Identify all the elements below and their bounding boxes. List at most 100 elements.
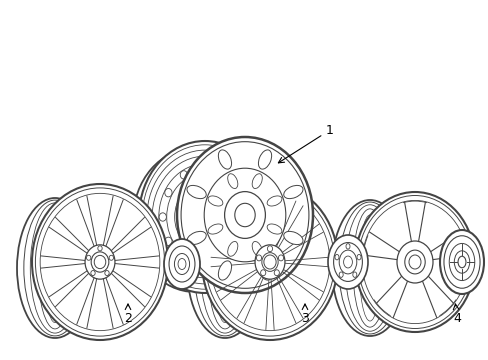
Ellipse shape bbox=[35, 188, 164, 336]
Ellipse shape bbox=[408, 255, 420, 269]
Ellipse shape bbox=[346, 244, 349, 249]
Ellipse shape bbox=[86, 255, 91, 260]
Ellipse shape bbox=[164, 189, 172, 197]
Ellipse shape bbox=[85, 245, 115, 279]
Ellipse shape bbox=[331, 200, 407, 336]
Ellipse shape bbox=[208, 196, 223, 206]
Ellipse shape bbox=[186, 185, 206, 199]
Ellipse shape bbox=[234, 203, 255, 227]
Ellipse shape bbox=[152, 156, 257, 278]
Ellipse shape bbox=[274, 270, 279, 276]
Ellipse shape bbox=[177, 137, 312, 293]
Text: 2: 2 bbox=[124, 304, 132, 324]
Ellipse shape bbox=[205, 188, 334, 336]
Ellipse shape bbox=[448, 243, 474, 280]
Ellipse shape bbox=[44, 213, 65, 323]
Ellipse shape bbox=[261, 253, 278, 271]
Ellipse shape bbox=[218, 150, 231, 169]
Ellipse shape bbox=[104, 271, 109, 275]
Ellipse shape bbox=[159, 164, 251, 270]
Ellipse shape bbox=[186, 236, 193, 244]
Ellipse shape bbox=[343, 256, 352, 268]
Ellipse shape bbox=[163, 239, 200, 289]
Ellipse shape bbox=[200, 203, 249, 333]
Ellipse shape bbox=[252, 242, 262, 256]
Text: 1: 1 bbox=[278, 123, 333, 163]
Ellipse shape bbox=[146, 150, 263, 284]
Ellipse shape bbox=[174, 253, 189, 274]
Ellipse shape bbox=[457, 256, 465, 268]
Ellipse shape bbox=[224, 192, 265, 238]
Ellipse shape bbox=[260, 270, 265, 276]
Ellipse shape bbox=[354, 192, 474, 332]
Ellipse shape bbox=[396, 241, 432, 283]
Ellipse shape bbox=[208, 224, 223, 234]
Ellipse shape bbox=[404, 250, 425, 274]
Ellipse shape bbox=[278, 255, 283, 261]
Text: 3: 3 bbox=[301, 304, 308, 324]
Ellipse shape bbox=[227, 242, 237, 256]
Ellipse shape bbox=[177, 204, 184, 212]
Ellipse shape bbox=[283, 231, 303, 244]
Ellipse shape bbox=[17, 198, 93, 338]
Ellipse shape bbox=[91, 271, 95, 275]
Ellipse shape bbox=[207, 207, 242, 329]
Ellipse shape bbox=[333, 243, 362, 282]
Ellipse shape bbox=[167, 157, 223, 283]
Ellipse shape bbox=[204, 168, 285, 262]
Ellipse shape bbox=[91, 252, 109, 272]
Ellipse shape bbox=[266, 224, 282, 234]
Ellipse shape bbox=[222, 255, 229, 263]
Ellipse shape bbox=[238, 237, 244, 246]
Ellipse shape bbox=[243, 213, 250, 221]
Ellipse shape bbox=[338, 202, 400, 334]
Ellipse shape bbox=[264, 255, 276, 269]
Ellipse shape bbox=[193, 200, 256, 336]
Ellipse shape bbox=[214, 213, 235, 323]
Ellipse shape bbox=[345, 205, 394, 331]
Ellipse shape bbox=[327, 235, 367, 289]
Ellipse shape bbox=[443, 236, 479, 288]
Ellipse shape bbox=[258, 261, 271, 280]
Ellipse shape bbox=[174, 182, 235, 252]
Ellipse shape bbox=[186, 231, 206, 244]
Ellipse shape bbox=[255, 245, 285, 279]
Ellipse shape bbox=[222, 171, 229, 179]
Ellipse shape bbox=[98, 246, 102, 251]
Ellipse shape bbox=[201, 261, 208, 270]
Ellipse shape bbox=[362, 201, 467, 324]
Ellipse shape bbox=[177, 164, 212, 276]
Ellipse shape bbox=[144, 150, 245, 290]
Ellipse shape bbox=[359, 215, 380, 321]
Ellipse shape bbox=[94, 255, 105, 269]
Ellipse shape bbox=[194, 205, 215, 229]
Ellipse shape bbox=[154, 153, 235, 287]
Ellipse shape bbox=[180, 255, 187, 263]
Ellipse shape bbox=[142, 145, 267, 289]
Ellipse shape bbox=[267, 246, 272, 252]
Ellipse shape bbox=[339, 250, 356, 274]
Ellipse shape bbox=[352, 209, 386, 327]
Ellipse shape bbox=[30, 203, 80, 333]
Ellipse shape bbox=[252, 174, 262, 189]
Ellipse shape bbox=[201, 164, 208, 172]
Ellipse shape bbox=[201, 184, 208, 192]
Ellipse shape bbox=[159, 213, 166, 221]
Ellipse shape bbox=[202, 184, 337, 340]
Ellipse shape bbox=[210, 193, 329, 330]
Ellipse shape bbox=[356, 255, 360, 260]
Ellipse shape bbox=[334, 255, 338, 260]
Ellipse shape bbox=[227, 174, 237, 189]
Ellipse shape bbox=[32, 184, 168, 340]
Ellipse shape bbox=[218, 261, 231, 280]
Ellipse shape bbox=[186, 196, 223, 238]
Ellipse shape bbox=[238, 189, 244, 197]
Ellipse shape bbox=[225, 204, 232, 212]
Ellipse shape bbox=[178, 258, 185, 270]
Ellipse shape bbox=[139, 141, 270, 293]
Ellipse shape bbox=[258, 150, 271, 169]
Ellipse shape bbox=[38, 207, 72, 329]
Ellipse shape bbox=[181, 142, 308, 288]
Ellipse shape bbox=[180, 171, 187, 179]
Ellipse shape bbox=[24, 200, 86, 336]
